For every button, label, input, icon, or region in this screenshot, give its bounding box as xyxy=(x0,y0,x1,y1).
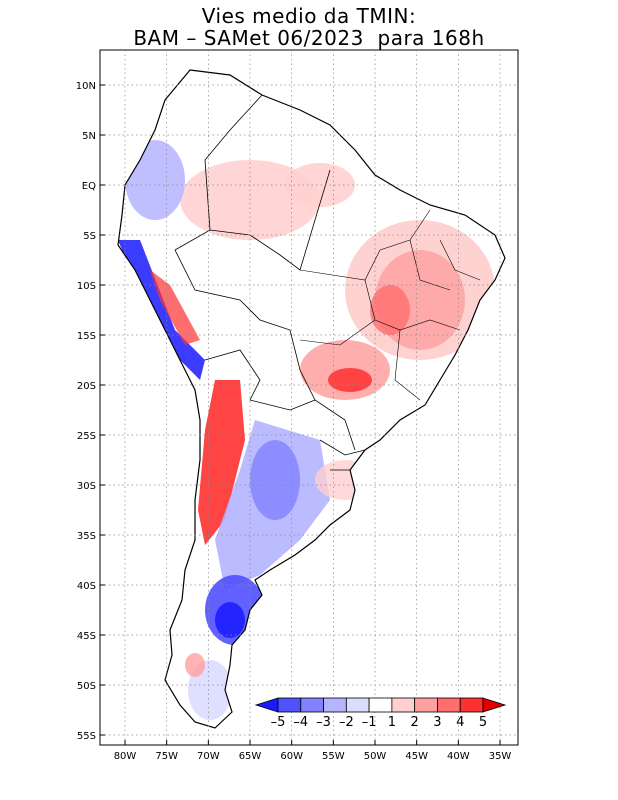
lat-label: 40S xyxy=(77,581,96,592)
lon-label: 70W xyxy=(197,751,220,762)
colorbar-label: 1 xyxy=(388,715,396,730)
lat-label: 35S xyxy=(77,531,96,542)
lon-label: 75W xyxy=(155,751,178,762)
lon-label: 80W xyxy=(114,751,137,762)
coastline xyxy=(117,69,506,729)
warm-bias-andes xyxy=(198,380,245,545)
colorbar-swatch xyxy=(323,697,347,713)
colorbar-swatch xyxy=(345,697,370,713)
longitude-labels: 80W 75W 70W 65W 60W 55W 50W 45W 40W 35W xyxy=(114,740,512,762)
lon-label: 35W xyxy=(489,751,512,762)
lat-label: 50S xyxy=(77,681,96,692)
grid-lines xyxy=(100,50,518,745)
lat-label: 25S xyxy=(77,431,96,442)
lat-label: EQ xyxy=(82,181,96,192)
map-title-line-1: Vies medio da TMIN: xyxy=(201,4,417,28)
colorbar-swatch xyxy=(459,697,484,713)
lon-label: 55W xyxy=(322,751,345,762)
colorbar-swatch xyxy=(300,697,324,713)
latitude-labels: 10N 5N EQ 5S 10S 15S 20S 25S 30S 35S 40S 45S 50S 55S xyxy=(76,81,105,742)
lat-label: 15S xyxy=(77,331,96,342)
cold-bias-peru-coast xyxy=(118,240,205,380)
colorbar-label: 3 xyxy=(433,715,441,730)
colorbar-label: –4 xyxy=(293,715,308,730)
colorbar: –5 –4 –3 –2 –1 1 2 3 4 5 xyxy=(254,697,507,730)
colorbar-swatch xyxy=(414,697,438,713)
colorbar-swatch xyxy=(391,697,416,713)
colorbar-swatch xyxy=(277,697,302,713)
lat-label: 10S xyxy=(77,281,96,292)
lon-label: 45W xyxy=(405,751,428,762)
lat-label: 30S xyxy=(77,481,96,492)
colorbar-label: –2 xyxy=(339,715,354,730)
colorbar-label: –1 xyxy=(362,715,377,730)
lat-label: 5N xyxy=(82,131,96,142)
lon-label: 40W xyxy=(447,751,470,762)
lat-label: 10N xyxy=(76,81,96,92)
lat-label: 45S xyxy=(77,631,96,642)
lon-label: 65W xyxy=(239,751,262,762)
colorbar-swatch xyxy=(368,697,393,713)
colorbar-arrow-high xyxy=(482,697,507,713)
lon-label: 60W xyxy=(280,751,303,762)
lat-label: 55S xyxy=(77,731,96,742)
colorbar-label: –5 xyxy=(271,715,286,730)
colorbar-label: 2 xyxy=(411,715,419,730)
colorbar-label: –3 xyxy=(316,715,331,730)
colorbar-label: 5 xyxy=(479,715,487,730)
colorbar-label: 4 xyxy=(456,715,464,730)
lat-label: 20S xyxy=(77,381,96,392)
lon-label: 50W xyxy=(364,751,387,762)
lat-label: 5S xyxy=(83,231,96,242)
colorbar-swatch xyxy=(437,697,461,713)
map-title-line-2: BAM – SAMet 06/2023 para 168h xyxy=(133,26,485,50)
